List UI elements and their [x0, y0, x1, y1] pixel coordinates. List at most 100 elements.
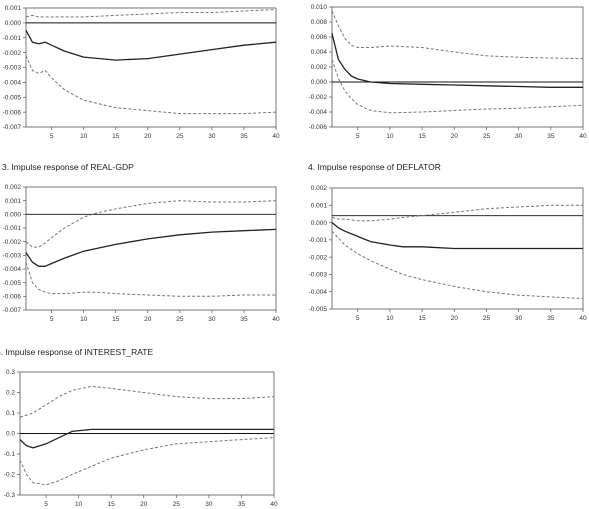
- x-tick-label: 25: [483, 133, 491, 140]
- x-tick-label: 30: [208, 133, 216, 140]
- panel-1: 0.001 0.000 -0.001 -0.002 -0.003 -0.004 -0.005…: [3, 5, 280, 140]
- y-tick-label: 0.008: [311, 19, 328, 26]
- x-tick-label: 5: [50, 133, 54, 140]
- x-tick-label: 15: [108, 501, 116, 508]
- x-tick-label: 10: [80, 133, 88, 140]
- x-tick-label: 40: [579, 133, 587, 140]
- y-tick-label: -0.002: [309, 254, 328, 261]
- y-tick-label: -0.004: [3, 266, 22, 273]
- y-tick-label: -0.1: [4, 451, 16, 458]
- x-tick-label: 5: [50, 316, 54, 323]
- y-tick-label: -0.001: [309, 237, 328, 244]
- x-tick-label: 5: [356, 133, 360, 140]
- y-tick-label: -0.004: [3, 80, 22, 87]
- panel-2: 0.010 0.008 0.006 0.004 0.002 0.000 -0.002 -0.0…: [309, 4, 587, 140]
- y-tick-label: -0.003: [309, 272, 328, 279]
- y-tick-label: -0.003: [3, 253, 22, 260]
- y-tick-label: -0.007: [3, 307, 22, 314]
- x-tick-label: 20: [140, 501, 148, 508]
- x-tick-label: 5: [44, 501, 48, 508]
- y-tick-label: 0.000: [5, 20, 22, 27]
- lower-band-line: [331, 59, 584, 114]
- y-tick-label: -0.005: [3, 94, 22, 101]
- panel-5: 5. Impulse response of INTEREST_RATE 0.3 0…: [0, 347, 278, 508]
- response-line: [331, 222, 583, 250]
- y-tick-label: 0.004: [311, 49, 328, 56]
- panel-title: 4. Impulse response of DEFLATOR: [308, 162, 441, 172]
- y-tick-label: -0.006: [309, 124, 328, 131]
- x-tick-label: 25: [176, 316, 184, 323]
- plot-frame: [25, 186, 277, 311]
- y-tick-label: -0.001: [3, 225, 22, 232]
- y-tick-label: 0.002: [311, 185, 328, 192]
- response-line: [25, 228, 277, 267]
- upper-band-line: [25, 9, 277, 18]
- x-tick-label: 20: [451, 133, 459, 140]
- x-tick-label: 25: [483, 315, 491, 322]
- y-tick-label: 0.2: [6, 390, 15, 397]
- panel-title: 3. Impulse response of REAL-GDP: [2, 162, 134, 172]
- x-tick-label: 20: [451, 315, 459, 322]
- x-tick-label: 15: [112, 316, 120, 323]
- lower-band-line: [19, 437, 275, 486]
- y-tick-label: -0.003: [3, 65, 22, 72]
- lower-band-line: [25, 262, 276, 297]
- x-tick-label: 25: [176, 133, 184, 140]
- x-tick-label: 25: [173, 501, 181, 508]
- panel-3: 3. Impulse response of REAL-GDP 0.002 0.00…: [2, 162, 280, 323]
- y-tick-label: -0.006: [3, 294, 22, 301]
- upper-band-line: [331, 204, 583, 222]
- x-tick-label: 10: [386, 133, 394, 140]
- x-tick-label: 40: [272, 133, 280, 140]
- plot-frame: [25, 7, 277, 128]
- y-tick-label: -0.002: [309, 94, 328, 101]
- x-tick-label: 35: [240, 133, 248, 140]
- panel-title: 5. Impulse response of INTEREST_RATE: [0, 347, 153, 357]
- x-tick-label: 35: [238, 501, 246, 508]
- y-tick-label: -0.002: [3, 50, 22, 57]
- lower-band-line: [25, 55, 277, 115]
- x-tick-label: 40: [579, 315, 587, 322]
- x-tick-label: 30: [515, 315, 523, 322]
- y-tick-label: 0.010: [311, 4, 328, 11]
- y-tick-label: -0.3: [4, 492, 16, 499]
- y-tick-label: -0.005: [309, 306, 328, 313]
- x-tick-label: 30: [208, 316, 216, 323]
- y-tick-label: 0.1: [6, 410, 15, 417]
- y-tick-label: 0.006: [311, 34, 328, 41]
- y-tick-label: -0.004: [309, 109, 328, 116]
- y-tick-label: 0.000: [5, 212, 22, 219]
- response-line: [331, 33, 583, 88]
- y-tick-label: 0.002: [5, 184, 22, 191]
- y-tick-label: -0.006: [3, 109, 22, 116]
- y-tick-label: 0.002: [311, 64, 328, 71]
- x-tick-label: 10: [80, 316, 88, 323]
- response-line: [19, 428, 274, 449]
- x-tick-label: 15: [418, 133, 426, 140]
- x-tick-label: 30: [205, 501, 213, 508]
- plot-frame: [331, 6, 584, 128]
- y-tick-label: -0.007: [3, 124, 22, 131]
- x-tick-label: 35: [240, 316, 248, 323]
- y-tick-label: 0.001: [5, 198, 22, 205]
- x-tick-label: 40: [270, 501, 278, 508]
- x-tick-label: 10: [75, 501, 83, 508]
- x-tick-label: 20: [144, 316, 152, 323]
- x-tick-label: 40: [272, 316, 280, 323]
- y-tick-label: 0.000: [311, 79, 328, 86]
- x-tick-label: 10: [386, 315, 394, 322]
- y-tick-label: -0.001: [3, 35, 22, 42]
- y-tick-label: 0.0: [6, 431, 15, 438]
- y-tick-label: -0.2: [4, 472, 16, 479]
- x-tick-label: 35: [547, 133, 555, 140]
- upper-band-line: [331, 10, 584, 60]
- y-tick-label: 0.001: [311, 202, 328, 209]
- y-tick-label: 0.3: [6, 369, 15, 376]
- y-tick-label: -0.005: [3, 280, 22, 287]
- x-tick-label: 15: [112, 133, 120, 140]
- x-tick-label: 20: [144, 133, 152, 140]
- lower-band-line: [331, 230, 584, 300]
- y-tick-label: -0.002: [3, 239, 22, 246]
- panel-4: 4. Impulse response of DEFLATOR 0.002 0.00…: [308, 162, 587, 322]
